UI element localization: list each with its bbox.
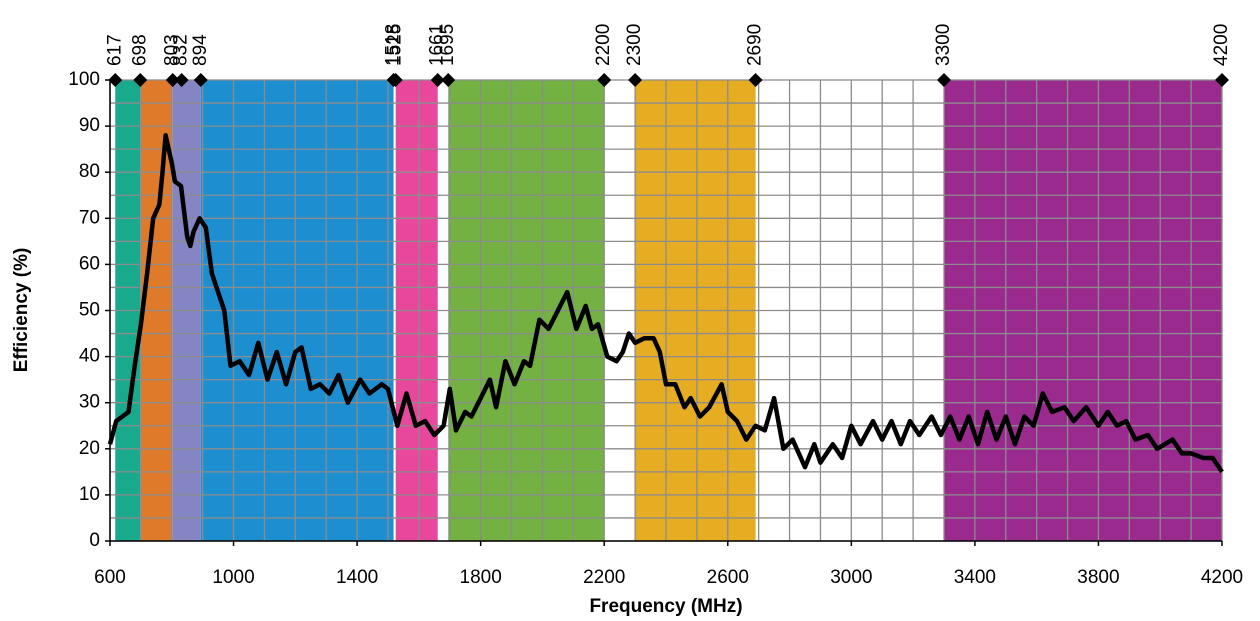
y-tick-label: 80 <box>79 161 100 182</box>
y-tick-label: 10 <box>79 484 100 505</box>
band-marker <box>174 73 189 87</box>
y-tick-label: 60 <box>79 253 100 274</box>
band-marker <box>430 73 445 87</box>
band-marker <box>628 73 643 87</box>
marker-label: 832 <box>171 34 192 66</box>
band-marker <box>165 73 180 87</box>
marker-label: 1695 <box>437 24 458 66</box>
band-marker <box>441 73 456 87</box>
y-tick-label: 20 <box>79 438 100 459</box>
y-tick-label: 70 <box>79 207 100 228</box>
marker-label: 803 <box>162 34 183 66</box>
band-marker <box>597 73 612 87</box>
y-axis-title: Efficiency (%) <box>11 248 32 373</box>
y-tick-label: 40 <box>79 346 100 367</box>
marker-label: 698 <box>129 34 150 66</box>
y-tick-label: 0 <box>89 530 100 551</box>
x-tick-label: 1000 <box>212 567 254 588</box>
x-tick-label: 2600 <box>707 567 749 588</box>
marker-label: 4200 <box>1211 24 1232 66</box>
y-tick-label: 30 <box>79 392 100 413</box>
marker-label: 3300 <box>933 24 954 66</box>
band-marker <box>388 73 403 87</box>
y-tick-label: 50 <box>79 300 100 321</box>
marker-label: 894 <box>190 34 211 66</box>
band-marker <box>937 73 951 87</box>
band-marker <box>108 73 123 87</box>
x-tick-label: 3000 <box>830 567 872 588</box>
marker-label: 2690 <box>745 24 766 66</box>
series-line <box>107 133 1224 474</box>
band-marker <box>193 73 208 87</box>
x-tick-label: 1800 <box>460 567 502 588</box>
marker-label: 1525 <box>385 24 406 66</box>
x-tick-label: 1400 <box>336 567 378 588</box>
x-tick-label: 600 <box>94 567 126 588</box>
x-tick-label: 3400 <box>954 567 996 588</box>
band-marker <box>1215 73 1229 87</box>
marker-label: 2200 <box>593 24 614 66</box>
x-tick-label: 3800 <box>1077 567 1119 588</box>
y-tick-label: 100 <box>68 69 100 90</box>
x-tick-label: 2200 <box>583 567 625 588</box>
marker-label: 2300 <box>624 24 645 66</box>
marker-label: 1518 <box>383 24 404 66</box>
x-tick-label: 4200 <box>1201 567 1243 588</box>
band-marker <box>133 73 148 87</box>
y-tick-label: 90 <box>79 115 100 136</box>
x-axis-title: Frequency (MHz) <box>589 596 742 617</box>
band-marker <box>748 73 763 87</box>
marker-label: 1661 <box>427 24 448 66</box>
marker-label: 617 <box>104 34 125 66</box>
